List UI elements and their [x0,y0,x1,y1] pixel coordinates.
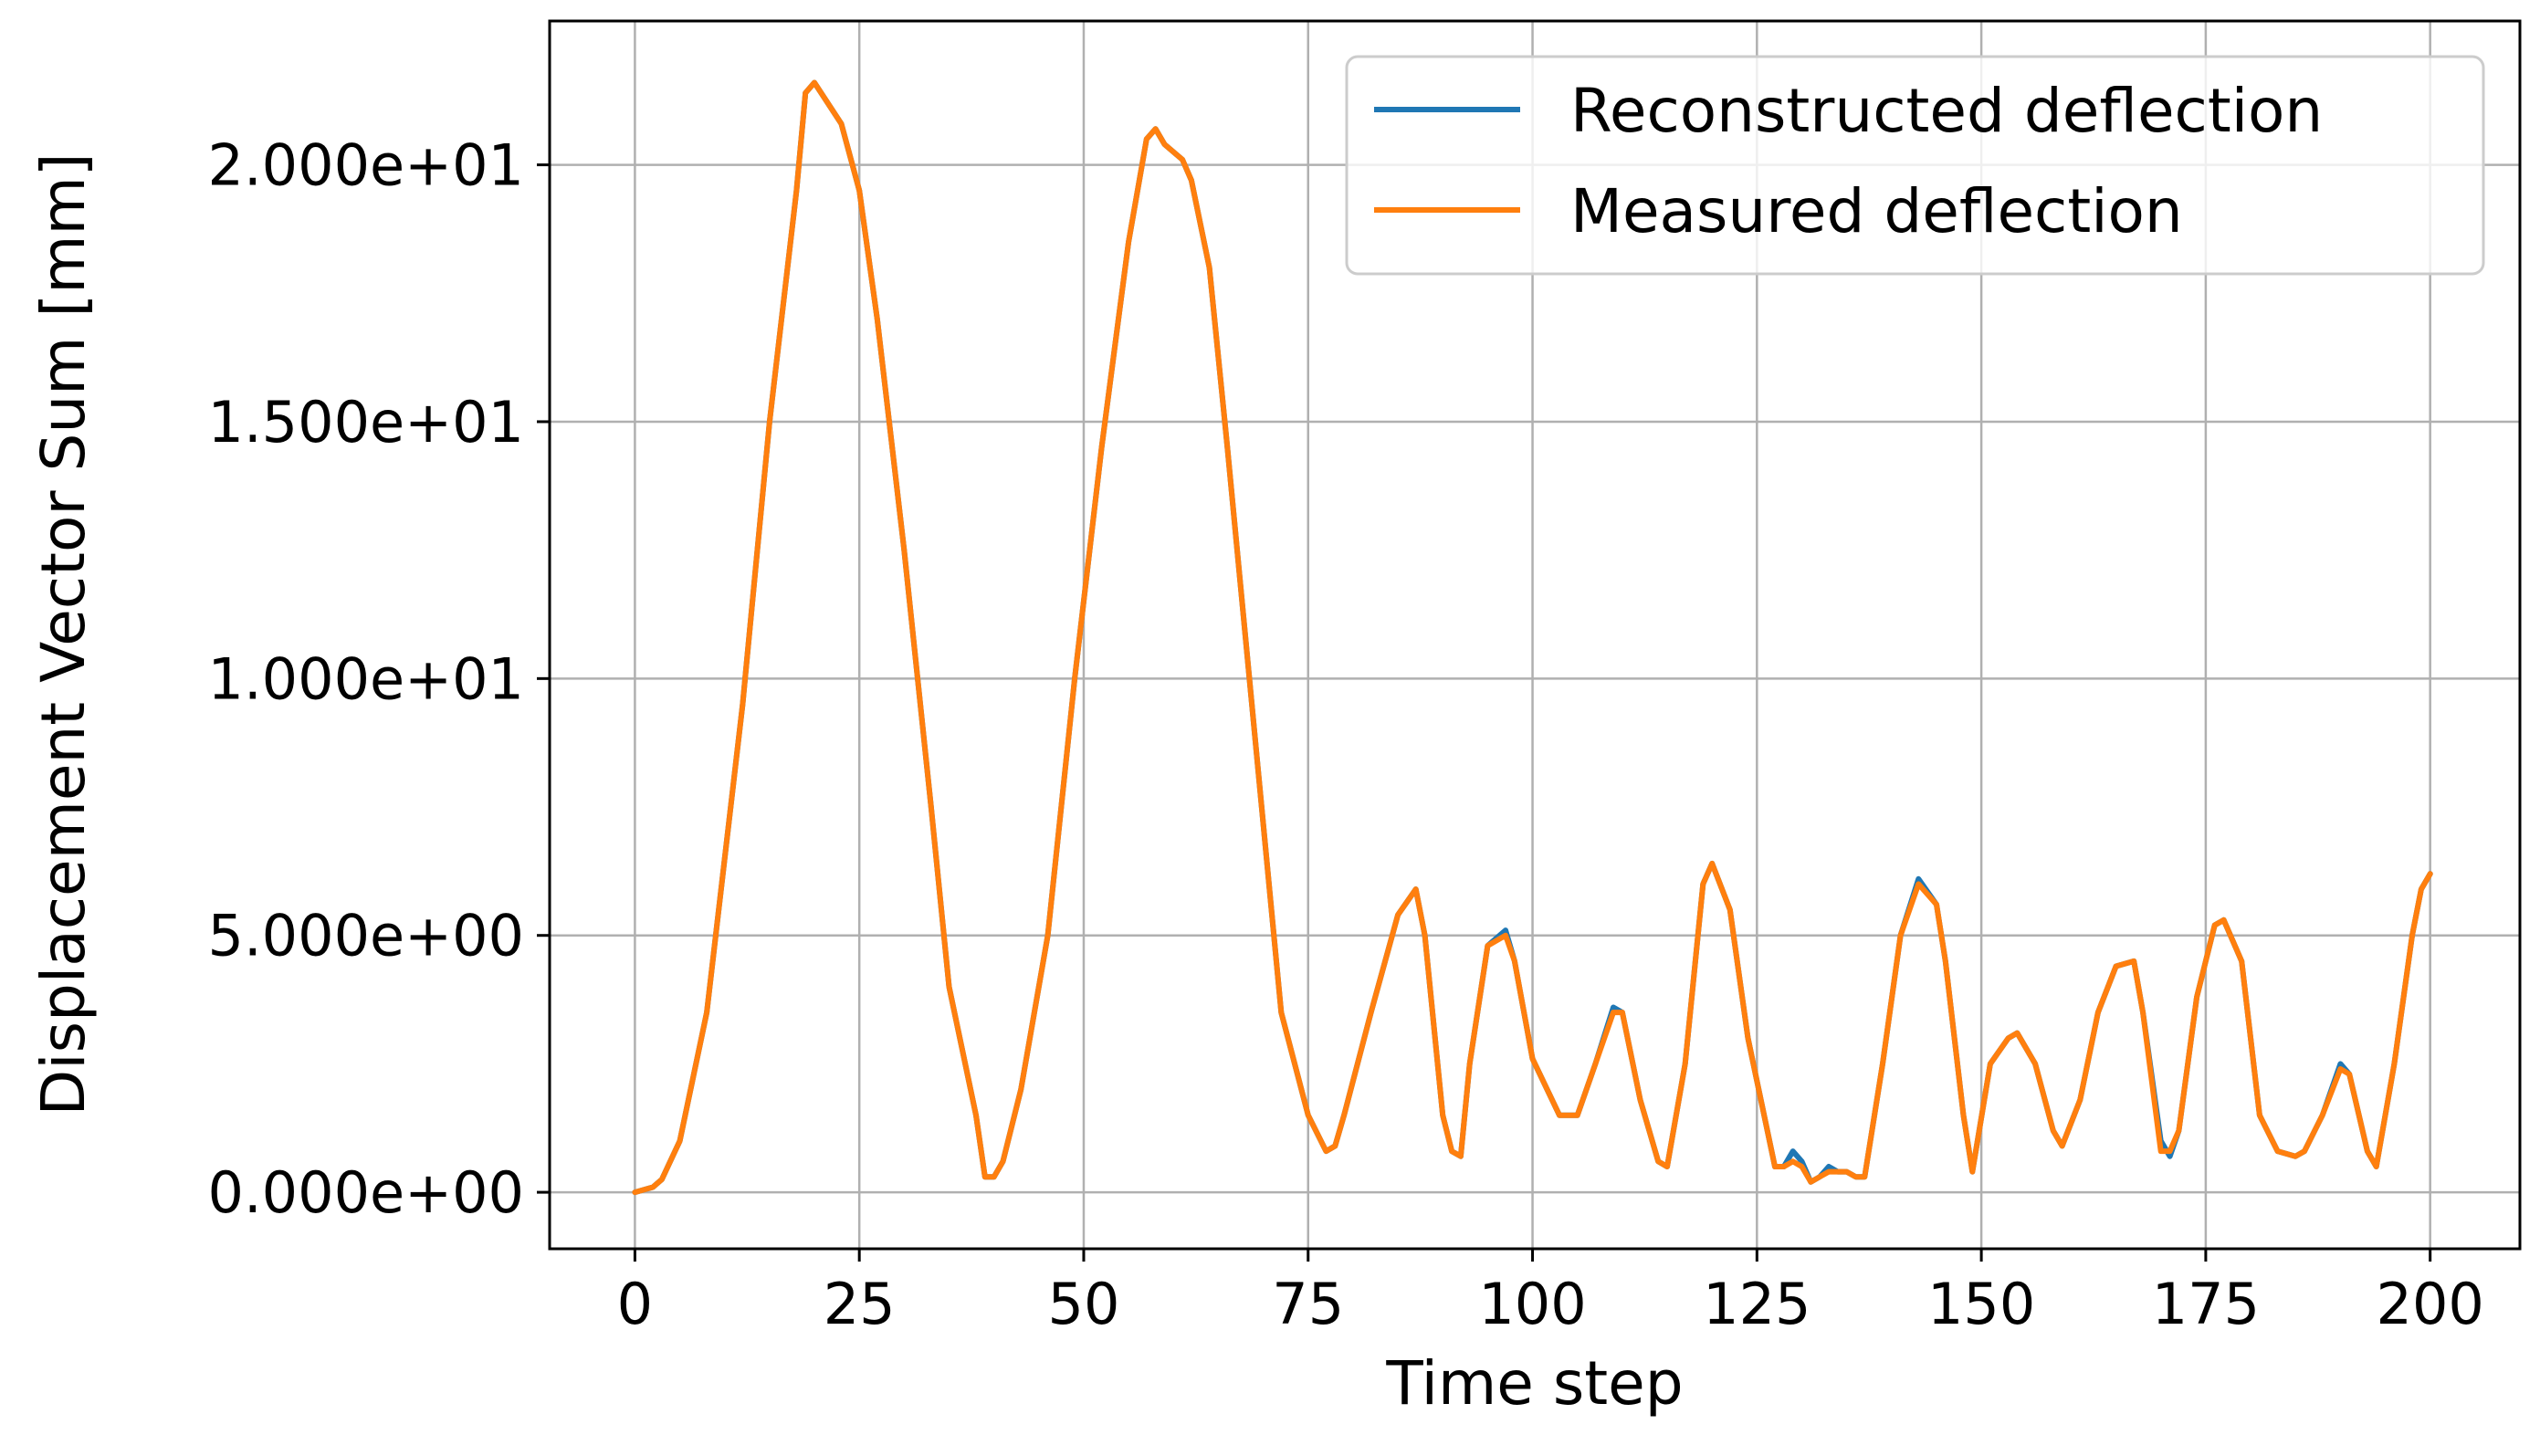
x-tick-label: 100 [1478,1271,1586,1337]
series-layer [632,79,2433,1196]
legend: Reconstructed deflection Measured deflec… [1345,55,2485,276]
x-axis-label: Time step [1385,1348,1683,1419]
x-tick-label: 150 [1927,1271,2035,1337]
legend-box [1345,55,2485,276]
x-tick-label: 125 [1703,1271,1811,1337]
plot-frame [548,19,2522,1251]
x-tick-label: 75 [1272,1271,1344,1337]
y-tick-label: 1.500e+01 [208,389,524,456]
x-tick-label: 50 [1048,1271,1120,1337]
y-tick-label: 5.000e+00 [208,903,524,969]
legend-label-measured: Measured deflection [1570,176,2183,246]
x-tick-label: 200 [2377,1271,2484,1337]
x-tick-label: 0 [617,1271,653,1337]
x-tick-label: 25 [824,1271,896,1337]
x-tick-label: 175 [2152,1271,2260,1337]
y-axis-label: Displacement Vector Sum [mm] [28,152,99,1116]
y-tick-label: 2.000e+01 [208,132,524,199]
y-tick-label: 1.000e+01 [208,645,524,712]
legend-label-reconstructed: Reconstructed deflection [1570,76,2323,146]
series-line-measured [632,79,2433,1196]
tick-layer: 0 25 50 75 100 125 150 175 200 0.000e+00 5.000e+00… [208,132,2484,1337]
y-tick-label: 0.000e+00 [208,1159,524,1226]
